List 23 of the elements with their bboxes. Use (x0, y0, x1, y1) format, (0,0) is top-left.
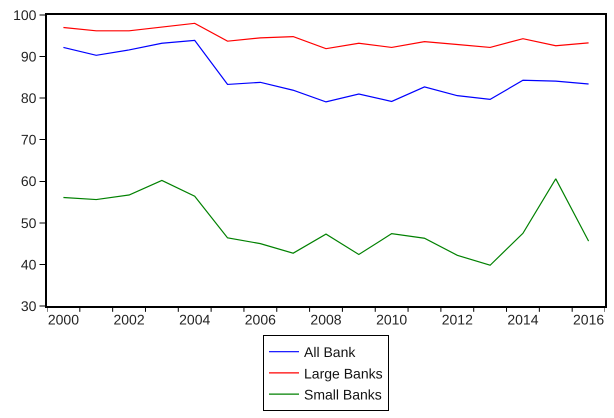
legend-label: All Bank (304, 344, 356, 360)
x-tick-label: 2006 (244, 312, 276, 328)
y-tick-label: 40 (20, 256, 37, 272)
x-tick-label: 2002 (113, 312, 145, 328)
y-tick-label: 60 (20, 173, 37, 190)
x-tick-label: 2014 (507, 312, 539, 328)
x-tick-label: 2016 (573, 312, 604, 328)
x-tick-label: 2004 (179, 312, 210, 328)
y-tick-label: 70 (20, 132, 37, 148)
x-tick-label: 2000 (48, 312, 80, 328)
x-tick-label: 2008 (310, 312, 342, 328)
y-tick-label: 50 (20, 214, 37, 231)
y-tick-label: 80 (20, 90, 37, 106)
line-series (62, 178, 590, 266)
legend-label: Small Banks (304, 386, 382, 403)
x-tick-label: 2012 (442, 312, 474, 328)
y-tick-label: 90 (20, 48, 37, 64)
legend-label: Large Banks (304, 365, 383, 382)
line-series (62, 22, 590, 50)
line-series (62, 40, 590, 102)
y-tick-label: 100 (13, 6, 37, 23)
y-tick-label: 30 (20, 298, 37, 314)
x-tick-label: 2010 (376, 312, 408, 328)
